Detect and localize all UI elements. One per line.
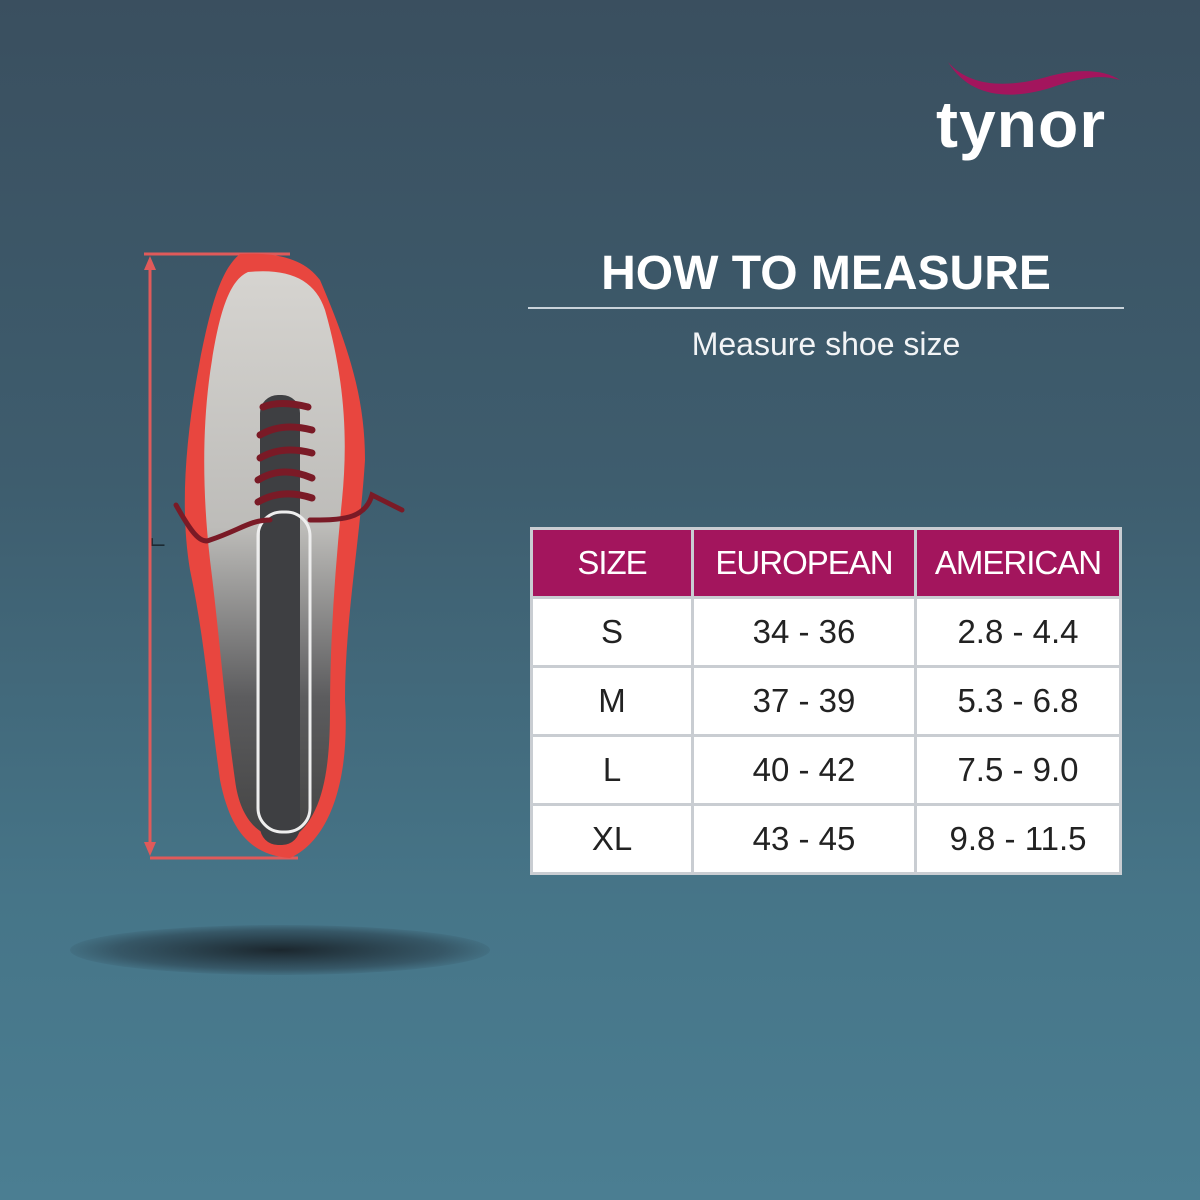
american-cell: 7.5 - 9.0 (914, 734, 1122, 806)
european-cell: 43 - 45 (691, 803, 917, 875)
header-european: EUROPEAN (691, 527, 917, 599)
american-cell: 5.3 - 6.8 (914, 665, 1122, 737)
size-chart-table: SIZE EUROPEAN AMERICAN S 34 - 36 2.8 - 4… (530, 527, 1122, 875)
size-cell: L (530, 734, 694, 806)
size-cell: M (530, 665, 694, 737)
european-cell: 40 - 42 (691, 734, 917, 806)
length-label: L (147, 537, 168, 548)
header-american: AMERICAN (914, 527, 1122, 599)
american-cell: 2.8 - 4.4 (914, 596, 1122, 668)
divider (528, 307, 1124, 309)
table-header-row: SIZE EUROPEAN AMERICAN (530, 527, 1122, 599)
table-row: XL 43 - 45 9.8 - 11.5 (530, 803, 1122, 875)
size-cell: XL (530, 803, 694, 875)
page-title: HOW TO MEASURE (601, 247, 1051, 300)
header-size: SIZE (530, 527, 694, 599)
page-subtitle: Measure shoe size (691, 326, 961, 362)
table-row: L 40 - 42 7.5 - 9.0 (530, 734, 1122, 806)
shoe-shadow (70, 925, 490, 975)
shoe-illustration (144, 252, 405, 860)
european-cell: 34 - 36 (691, 596, 917, 668)
logo-text: tynor (936, 87, 1106, 161)
european-cell: 37 - 39 (691, 665, 917, 737)
size-cell: S (530, 596, 694, 668)
american-cell: 9.8 - 11.5 (914, 803, 1122, 875)
table-row: S 34 - 36 2.8 - 4.4 (530, 596, 1122, 668)
logo-swoosh-icon (948, 62, 1120, 95)
tynor-logo: tynor (930, 58, 1130, 168)
table-row: M 37 - 39 5.3 - 6.8 (530, 665, 1122, 737)
